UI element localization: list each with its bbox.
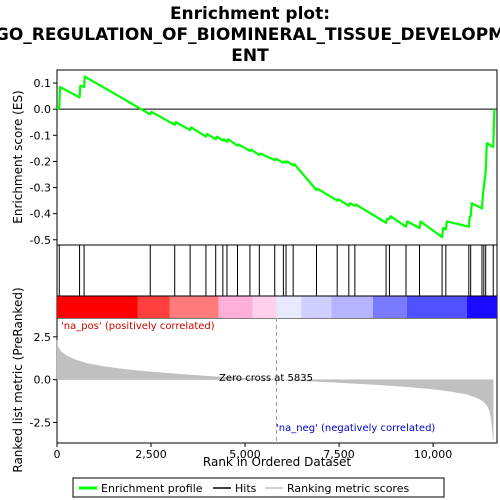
- metric-y-tick-label: 2.5: [34, 331, 52, 344]
- color-band-segment: [466, 296, 497, 318]
- color-band-segment: [252, 296, 277, 318]
- es-y-tick-label: -0.5: [30, 234, 51, 247]
- color-band: [57, 295, 497, 318]
- metric-y-tick-label: 0.0: [34, 374, 52, 387]
- es-y-tick-label: -0.4: [30, 208, 51, 221]
- es-y-ticks: 0.1 0.0 -0.1 -0.2 -0.3 -0.4 -0.5: [30, 77, 57, 247]
- color-band-segment: [372, 296, 407, 318]
- metric-y-axis-label: Ranked list metric (PreRanked): [11, 287, 25, 472]
- metric-area: [56, 340, 494, 440]
- es-panel-frame: [56, 69, 498, 246]
- es-line-group: [56, 75, 496, 239]
- color-band-segment: [406, 296, 467, 318]
- chart-title-line-2: GO_REGULATION_OF_BIOMINERAL_TISSUE_DEVEL…: [0, 25, 500, 45]
- x-tick-label: 2,500: [135, 448, 167, 461]
- metric-y-ticks: 2.5 0.0 -2.5: [30, 331, 57, 429]
- color-band-segment: [301, 296, 332, 318]
- chart-title-line-1: Enrichment plot:: [170, 4, 330, 24]
- es-y-tick-label: 0.1: [34, 77, 52, 90]
- x-axis-label: Rank in Ordered Dataset: [203, 455, 351, 469]
- es-y-axis-label: Enrichment score (ES): [11, 90, 25, 223]
- color-band-segment: [137, 296, 170, 318]
- legend-frame: [72, 477, 445, 498]
- x-ticks: 0 2,500 5,000 7,500 10,000: [54, 443, 453, 461]
- es-y-tick-label: -0.1: [30, 129, 51, 142]
- color-band-segment: [276, 296, 302, 318]
- neg-correlated-label: 'na_neg' (negatively correlated): [276, 423, 435, 434]
- legend-metric-label: Ranking metric scores: [287, 482, 409, 495]
- color-band-segment: [57, 296, 138, 318]
- pos-correlated-label: 'na_pos' (positively correlated): [61, 321, 215, 332]
- legend: Enrichment profile Hits Ranking metric s…: [72, 477, 445, 498]
- metric-series-area: [56, 340, 494, 440]
- legend-hits-label: Hits: [235, 482, 257, 495]
- x-tick-label: 10,000: [414, 448, 453, 461]
- zero-cross-label: Zero cross at 5835: [219, 373, 313, 384]
- color-band-segment: [218, 296, 253, 318]
- x-tick-label: 5,000: [229, 448, 261, 461]
- color-band-segment: [169, 296, 219, 318]
- x-tick-label: 7,500: [323, 448, 355, 461]
- es-series-line: [56, 75, 496, 239]
- es-y-tick-label: -0.2: [30, 155, 51, 168]
- hit-lines: [58, 245, 494, 296]
- metric-y-tick-label: -2.5: [30, 416, 51, 429]
- color-band-segment: [331, 296, 373, 318]
- es-y-tick-label: -0.3: [30, 182, 51, 195]
- es-y-tick-label: 0.0: [34, 103, 52, 116]
- chart-title-line-3: ENT: [231, 46, 269, 66]
- legend-enrichment-label: Enrichment profile: [101, 482, 203, 495]
- x-tick-label: 0: [54, 448, 61, 461]
